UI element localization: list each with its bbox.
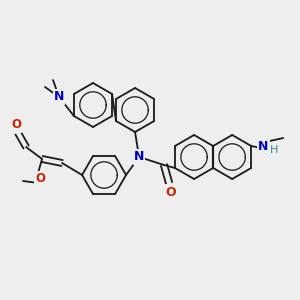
Text: N: N [134, 151, 144, 164]
Text: N: N [54, 91, 64, 103]
Text: H: H [270, 145, 278, 155]
Text: N: N [258, 140, 268, 152]
Text: O: O [166, 185, 176, 199]
Text: O: O [35, 172, 45, 185]
Text: O: O [11, 118, 21, 131]
